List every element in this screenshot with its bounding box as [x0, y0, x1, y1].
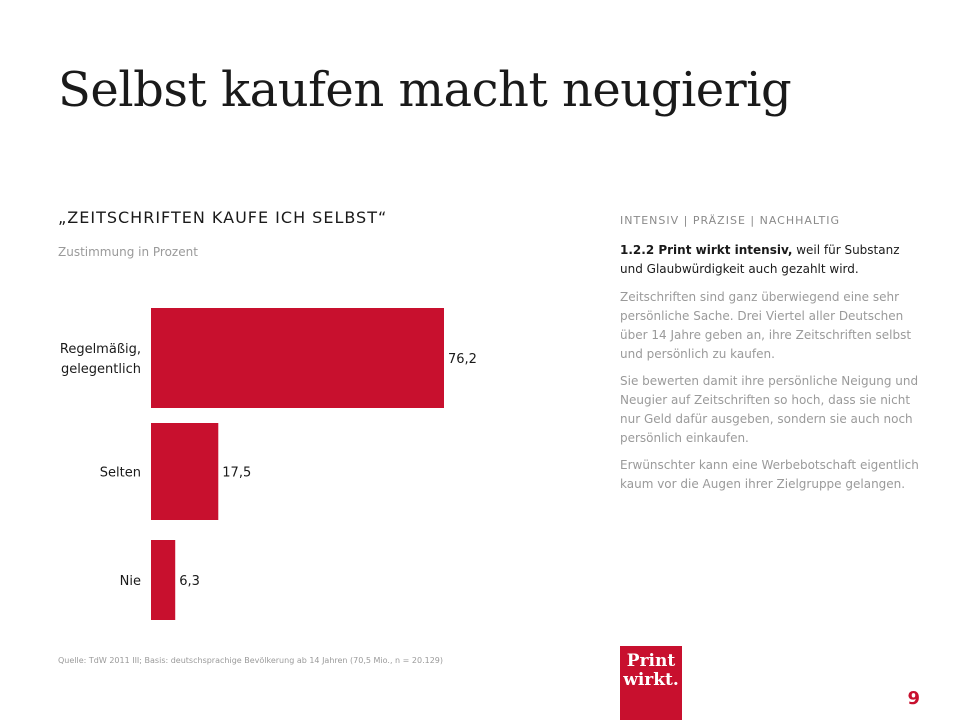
- value-label-2: 6,3: [179, 574, 200, 589]
- bar-chart: Regelmäßig, gelegentlich 76,2 Selten 17,5 Nie…: [60, 308, 477, 620]
- tagline: INTENSIV | PRÄZISE | NACHHALTIG: [620, 214, 840, 227]
- category-label-2: Nie: [120, 574, 141, 589]
- sidebar-text: INTENSIV | PRÄZISE | NACHHALTIG 1.2.2 Pr…: [620, 214, 925, 502]
- logo-line-1: Print: [626, 651, 676, 671]
- lead-bold: 1.2.2 Print wirkt intensiv,: [620, 243, 793, 257]
- lead-rest: weil für Substanz und Glaubwürdigkeit au…: [620, 243, 900, 276]
- page-title: Selbst kaufen macht neugierig: [58, 62, 792, 118]
- bar-2: [151, 540, 176, 620]
- body-paragraph-1: Zeitschriften sind ganz überwiegend eine…: [620, 290, 912, 361]
- body-paragraph-2: Sie bewerten damit ihre persönliche Neig…: [620, 374, 919, 445]
- category-label-1: Selten: [100, 466, 141, 481]
- bar-0: [151, 308, 444, 408]
- lead-paragraph: 1.2.2 Print wirkt intensiv, weil für Sub…: [620, 241, 925, 279]
- bar-1: [151, 423, 219, 520]
- value-label-0: 76,2: [448, 352, 477, 367]
- value-label-1: 17,5: [222, 466, 251, 481]
- chart-subtitle: Zustimmung in Prozent: [58, 245, 198, 259]
- source-note: Quelle: TdW 2011 III; Basis: deutschspra…: [58, 656, 443, 665]
- chart-title: „ZEITSCHRIFTEN KAUFE ICH SELBST“: [58, 208, 388, 227]
- logo-line-2: wirkt.: [623, 670, 679, 690]
- body-paragraph-3: Erwünschter kann eine Werbebotschaft eig…: [620, 458, 919, 491]
- page-number: 9: [907, 688, 920, 709]
- category-label-0: Regelmäßig, gelegentlich: [60, 342, 141, 377]
- print-wirkt-logo: Print wirkt.: [620, 646, 682, 720]
